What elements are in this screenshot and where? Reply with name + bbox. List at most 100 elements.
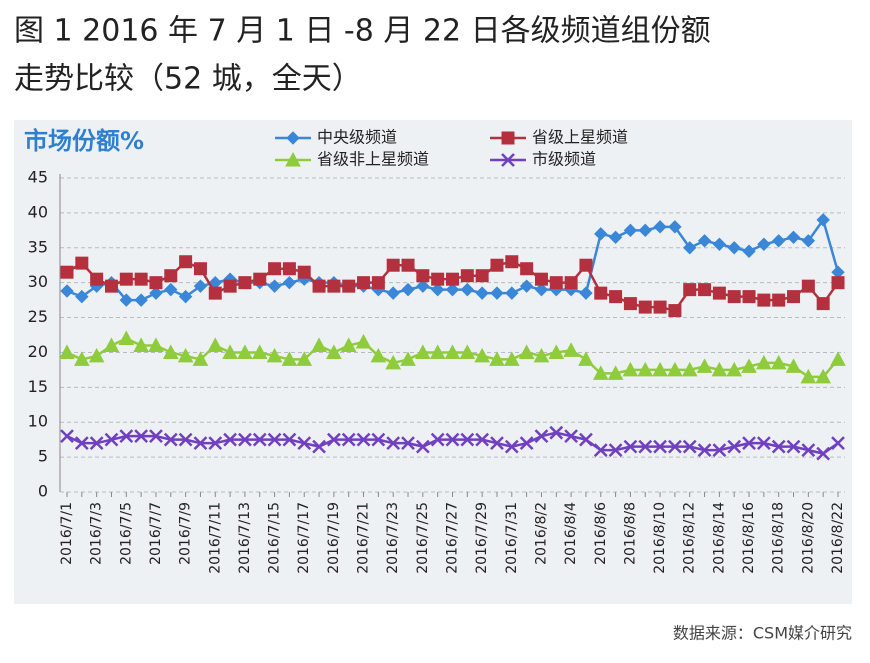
data-point: [74, 436, 89, 451]
data-point: [801, 279, 815, 293]
data-point: [830, 351, 846, 366]
data-point: [475, 286, 489, 300]
data-point: [385, 354, 402, 370]
data-point: [73, 351, 90, 366]
data-point: [75, 256, 89, 270]
chart-title: 图 1 2016 年 7 月 1 日 -8 月 22 日各级频道组份额: [14, 14, 711, 49]
data-point: [193, 436, 208, 451]
data-point: [757, 237, 771, 251]
x-tick-label: 2016/7/11: [207, 502, 223, 574]
data-point: [401, 282, 415, 297]
data-point: [251, 344, 268, 359]
x-tick-label: 2016/8/14: [711, 502, 727, 574]
data-point: [579, 258, 593, 272]
data-point: [564, 429, 578, 444]
data-point: [756, 354, 772, 370]
y-tick-label: 35: [28, 237, 48, 256]
data-point: [207, 337, 224, 352]
data-point: [371, 432, 386, 447]
legend-marker: [501, 153, 515, 167]
data-point: [771, 234, 786, 248]
data-point: [103, 337, 120, 352]
data-point: [119, 429, 134, 444]
x-tick-label: 2016/7/31: [504, 502, 520, 574]
data-point: [787, 290, 801, 304]
data-point: [282, 432, 297, 447]
legend-marker: [286, 131, 300, 145]
data-point: [816, 297, 830, 311]
data-point: [460, 282, 475, 297]
chart-subtitle: 走势比较（52 城，全天）: [14, 62, 362, 97]
source-note: 数据来源：CSM媒介研究: [673, 624, 852, 643]
data-point: [519, 279, 534, 293]
data-point: [400, 351, 416, 366]
data-point: [446, 272, 459, 286]
data-point: [222, 344, 238, 359]
data-point: [712, 237, 727, 251]
data-point: [193, 279, 208, 293]
data-point: [653, 439, 667, 454]
data-point: [489, 351, 505, 366]
data-point: [149, 276, 163, 290]
x-tick-label: 2016/7/25: [415, 502, 431, 574]
data-point: [741, 358, 757, 373]
data-point: [623, 439, 638, 454]
data-point: [386, 258, 400, 272]
data-point: [607, 365, 624, 380]
x-tick-label: 2016/8/22: [830, 502, 846, 574]
data-point: [401, 436, 415, 451]
data-point: [59, 344, 75, 359]
data-point: [534, 429, 549, 444]
data-point: [164, 282, 178, 297]
data-point: [415, 439, 430, 454]
data-point: [475, 269, 489, 283]
data-point: [444, 344, 461, 359]
data-point: [742, 244, 756, 258]
data-point: [519, 436, 534, 451]
data-point: [252, 432, 267, 447]
y-tick-label: 5: [38, 447, 48, 466]
legend-label: 省级上星频道: [532, 128, 628, 147]
data-point: [518, 344, 535, 359]
data-point: [623, 297, 637, 311]
data-point: [757, 293, 771, 307]
data-point: [357, 276, 371, 290]
data-point: [208, 286, 222, 300]
data-point: [801, 443, 816, 458]
data-point: [800, 368, 817, 384]
data-point: [148, 337, 164, 352]
data-point: [505, 286, 519, 300]
x-tick-label: 2016/7/5: [118, 502, 134, 565]
data-point: [549, 425, 564, 440]
data-point: [460, 269, 474, 283]
data-point: [208, 436, 223, 451]
data-point: [386, 286, 400, 300]
data-point: [727, 241, 741, 255]
data-point: [297, 436, 312, 451]
data-point: [89, 436, 104, 451]
data-point: [711, 361, 728, 377]
data-point: [608, 230, 623, 245]
data-point: [460, 432, 475, 447]
data-point: [564, 276, 578, 290]
data-point: [653, 220, 667, 234]
data-point: [415, 344, 431, 359]
data-point: [594, 286, 608, 300]
data-point: [770, 354, 787, 370]
data-point: [459, 344, 476, 359]
data-point: [681, 361, 698, 377]
data-point: [134, 293, 148, 307]
data-point: [267, 432, 282, 447]
data-point: [712, 286, 726, 300]
data-point: [831, 276, 845, 290]
data-point: [282, 262, 296, 276]
y-tick-label: 25: [28, 307, 48, 326]
data-point: [341, 432, 356, 447]
data-point: [698, 283, 712, 297]
data-point: [327, 432, 341, 447]
legend-marker: [285, 151, 301, 167]
data-point: [311, 337, 327, 352]
data-point: [90, 272, 104, 286]
data-point: [771, 439, 786, 454]
y-axis-label: 市场份额%: [24, 127, 144, 155]
